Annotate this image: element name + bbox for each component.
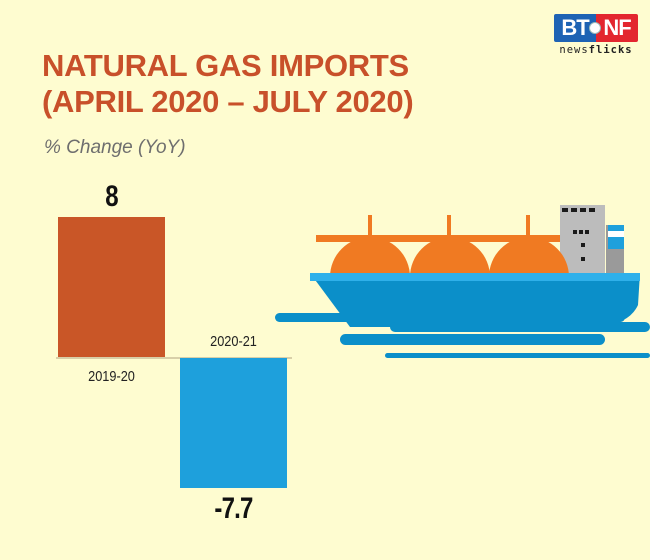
value-label-2019-20: 8 xyxy=(105,180,118,213)
zero-baseline xyxy=(56,357,292,359)
logo-nf: NF xyxy=(589,14,638,42)
logo-sub-bold: flicks xyxy=(588,44,633,56)
category-label-2019-20: 2019-20 xyxy=(88,368,135,385)
title-line-2: (APRIL 2020 – JULY 2020) xyxy=(42,84,414,119)
logo-nf-text: NF xyxy=(603,15,631,40)
lng-tanks xyxy=(330,237,569,277)
chart-subtitle: % Change (YoY) xyxy=(44,137,186,158)
logo-subtitle: newsflicks xyxy=(554,44,638,56)
bar-2019-20 xyxy=(58,217,165,357)
chart-title: NATURAL GAS IMPORTS (APRIL 2020 – JULY 2… xyxy=(42,48,414,120)
water-waves xyxy=(275,313,650,358)
category-label-2020-21: 2020-21 xyxy=(210,333,257,350)
logo-badge: BT NF xyxy=(554,14,638,42)
title-line-1: NATURAL GAS IMPORTS xyxy=(42,48,409,83)
bar-2020-21 xyxy=(180,358,287,488)
lng-tanker-ship-icon xyxy=(275,205,650,358)
value-label-2020-21: -7.7 xyxy=(214,492,253,525)
ship-pipe xyxy=(316,235,560,242)
tower-windows xyxy=(562,208,595,261)
btnf-newsflicks-logo: BT NF newsflicks xyxy=(554,14,638,56)
globe-icon xyxy=(589,22,601,34)
logo-sub-regular: news xyxy=(559,44,589,56)
